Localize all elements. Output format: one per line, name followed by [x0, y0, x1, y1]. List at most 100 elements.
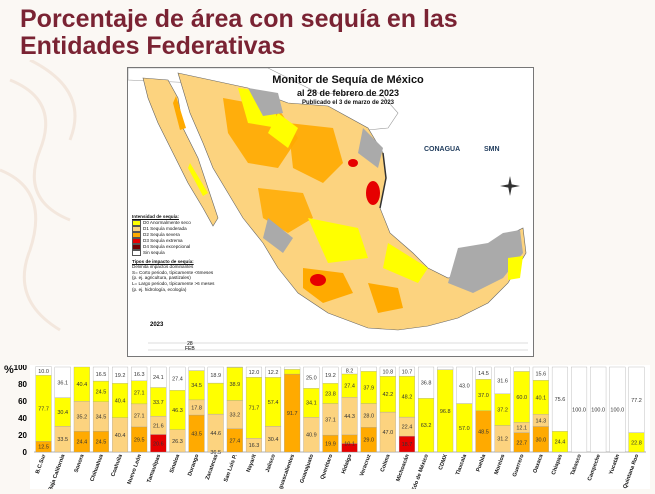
compass-icon	[500, 176, 520, 196]
legend-item-label: D3 Sequía extrema	[143, 238, 183, 244]
bar-value-label: 24.1	[153, 375, 164, 381]
bar-value-label: 12.2	[268, 370, 279, 376]
bar-segment	[284, 367, 300, 369]
background-ornament	[0, 60, 120, 360]
bar-value-label: 22.7	[516, 440, 527, 446]
bar-value-label: 37.0	[478, 393, 489, 399]
bar-value-label: 27.4	[344, 384, 355, 390]
category-label: Durango	[187, 453, 201, 477]
bar-value-label: 30.4	[57, 410, 68, 416]
category-label: Guanajuato	[299, 453, 315, 484]
legend-item-label: D4 Sequía excepcional	[143, 244, 190, 250]
category-label: Chiapas	[551, 454, 564, 476]
category-label: Guerrero	[512, 453, 526, 478]
bar-value-label: 16.5	[96, 372, 107, 378]
bar-value-label: 38.9	[229, 382, 240, 388]
category-label: Edo de México	[411, 453, 430, 489]
bar-value-label: 33.5	[57, 437, 68, 443]
bar-value-label: 34.5	[96, 415, 107, 421]
timeline-date-marker: 28 FEB	[185, 342, 195, 352]
bar-value-label: 24.4	[76, 440, 87, 446]
y-tick-label: 80	[18, 380, 27, 389]
timeline-year: 2023	[150, 322, 163, 328]
bar-value-label: 22.8	[631, 440, 642, 446]
category-label: Yucatán	[608, 453, 621, 475]
bar-value-label: 24.4	[555, 440, 566, 446]
bar-value-label: 10.0	[38, 369, 49, 375]
category-label: Hidalgo	[341, 453, 354, 475]
category-label: B.C.Sur	[35, 453, 48, 475]
bar-value-label: 48.5	[478, 429, 489, 435]
bar-value-label: 100.0	[610, 408, 624, 414]
bar-value-label: 27.1	[134, 413, 145, 419]
bar-value-label: 77.7	[38, 406, 49, 412]
y-tick-label: 100	[14, 365, 28, 372]
bar-value-label: 29.5	[134, 437, 145, 443]
bar-value-label: 100.0	[572, 408, 586, 414]
bar-value-label: 36.1	[57, 380, 68, 386]
bar-value-label: 36.8	[421, 381, 432, 387]
y-tick-label: 40	[18, 414, 27, 423]
bar-value-label: 12.1	[516, 426, 527, 432]
category-label: Michoacán	[395, 453, 411, 482]
bar-value-label: 25.0	[306, 376, 317, 382]
bar-value-label: 40.4	[115, 398, 126, 404]
bar-segment	[284, 369, 300, 374]
bar-value-label: 12.5	[38, 445, 49, 451]
category-label: Colima	[380, 453, 392, 473]
legend-swatch	[132, 250, 141, 256]
bar-value-label: 44.6	[210, 431, 221, 437]
timeline-month: FEB	[185, 347, 195, 352]
bar-value-label: 16.3	[249, 443, 260, 449]
bar-value-label: 35.2	[76, 414, 87, 420]
map-title: Monitor de Sequía de México	[248, 74, 448, 86]
bar-value-label: 96.8	[440, 409, 451, 415]
category-label: Oaxaca	[532, 453, 545, 474]
category-label: Tamaulipas	[146, 454, 162, 484]
legend-item-label: D2 Sequía severa	[143, 232, 180, 238]
category-label: Sonora	[74, 453, 86, 474]
bar-value-label: 40.4	[115, 433, 126, 439]
bar-value-label: 57.0	[459, 426, 470, 432]
bar-value-label: 14.5	[478, 371, 489, 377]
bar-value-label: 42.2	[382, 392, 393, 398]
bar-value-label: 24.5	[96, 389, 107, 395]
bar-segment	[437, 367, 453, 370]
bar-value-label: 26.3	[172, 439, 183, 445]
mexico-map-graphic	[128, 68, 533, 356]
bar-value-label: 43.0	[459, 383, 470, 389]
bar-value-label: 75.6	[555, 397, 566, 403]
bar-value-label: 24.5	[96, 440, 107, 446]
bar-value-label: 10.8	[382, 370, 393, 376]
map-published: Publicado el 3 de marzo de 2023	[248, 100, 448, 106]
map-legend: Intensidad de sequía: D0 Anormalmente se…	[132, 214, 214, 292]
bar-value-label: 37.1	[325, 417, 336, 423]
bar-segment	[208, 383, 224, 414]
category-label: Sinaloa	[169, 453, 182, 474]
y-tick-label: 60	[18, 397, 27, 406]
category-label: Jalisco	[265, 453, 277, 473]
bar-value-label: 10.1	[344, 441, 355, 447]
bar-value-label: 60.0	[516, 395, 527, 401]
bar-value-label: 40.1	[535, 395, 546, 401]
category-label: Puebla	[476, 453, 488, 473]
bar-value-label: 19.9	[325, 442, 336, 448]
category-label: Chihuahua	[89, 453, 105, 483]
bar-value-label: 71.7	[249, 406, 260, 412]
bar-value-label: 91.7	[287, 411, 298, 417]
category-label: Baja California	[48, 453, 67, 489]
bar-value-label: 30.0	[535, 437, 546, 443]
category-label: Aguascalientes	[277, 454, 296, 489]
bar-value-label: 34.5	[191, 383, 202, 389]
bar-value-label: 63.2	[421, 423, 432, 429]
bar-value-label: 40.9	[306, 433, 317, 439]
category-label: San Luis P.	[223, 453, 239, 483]
page-title: Porcentaje de área con sequía en las Ent…	[20, 6, 458, 60]
legend-impact-line: L= Largo periodo, típicamente >6 meses	[132, 281, 214, 287]
legend-item-label: Sin sequía	[143, 250, 165, 256]
bar-value-label: 44.3	[344, 414, 355, 420]
conagua-logo-text: CONAGUA	[424, 146, 460, 153]
category-label: Querétaro	[320, 453, 335, 480]
